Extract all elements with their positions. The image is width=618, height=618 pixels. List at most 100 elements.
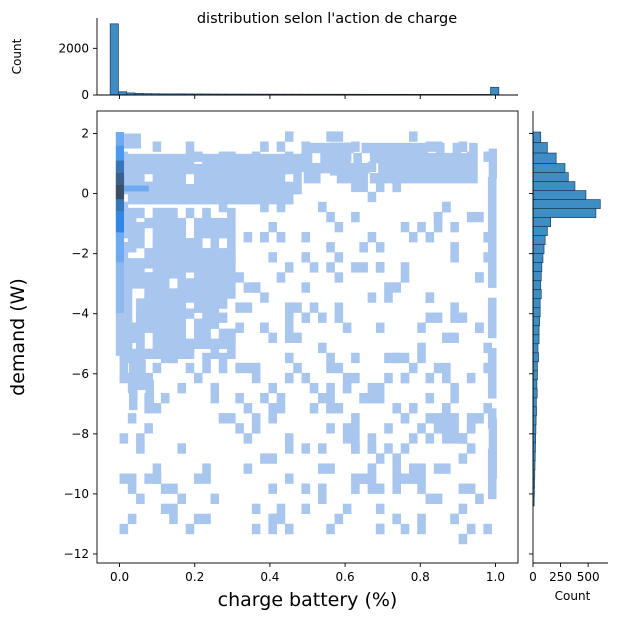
heatmap-cell (235, 393, 244, 404)
heatmap-cell (119, 352, 129, 364)
heatmap-cell (359, 181, 368, 193)
heatmap-cell (425, 393, 435, 404)
heatmap-cell (460, 152, 470, 164)
heatmap-cell (210, 258, 220, 269)
heatmap-cell (127, 258, 137, 269)
heatmap-cell (458, 483, 468, 494)
heatmap-cell (227, 332, 236, 344)
heatmap-cell (475, 272, 484, 283)
heatmap-cell (268, 221, 277, 233)
heatmap-cell (334, 403, 344, 414)
heatmap-cell (466, 161, 476, 172)
right-histogram-bar (532, 298, 541, 309)
heatmap-cell (218, 163, 228, 175)
heatmap-cell (458, 312, 468, 323)
heatmap-cell (144, 191, 153, 203)
heatmap-cell (284, 312, 294, 323)
heatmap-cell (127, 242, 137, 253)
heatmap-cell (384, 443, 393, 454)
heatmap-cell (353, 162, 362, 174)
heatmap-cell (268, 513, 277, 525)
heatmap-cell (320, 152, 329, 164)
y-tick-label: −8 (71, 427, 89, 441)
heatmap-cell (309, 382, 319, 394)
heatmap-cell (442, 201, 451, 213)
right-histogram-bar (532, 253, 544, 264)
right-histogram-bar (532, 397, 537, 408)
heatmap-cell (160, 252, 170, 263)
heatmap-cell (160, 153, 170, 165)
heatmap-cell (351, 473, 360, 484)
heatmap-cell (218, 227, 228, 239)
heatmap-cell (218, 362, 228, 374)
heatmap-cell (487, 378, 497, 389)
heatmap-cell (160, 181, 170, 193)
heatmap-cell (425, 433, 435, 444)
heatmap-density-cell (115, 313, 125, 356)
heatmap-cell (442, 362, 451, 374)
heatmap-cell (400, 443, 410, 454)
heatmap-cell (342, 433, 352, 444)
y-tick-label: −12 (64, 547, 89, 561)
heatmap-cell (436, 152, 445, 164)
x-tick-label: 0.8 (411, 570, 430, 584)
heatmap-cell (326, 242, 335, 253)
heatmap-cell (235, 153, 244, 165)
heatmap-cell (160, 278, 170, 289)
heatmap-cell (136, 433, 145, 444)
heatmap-cell (334, 252, 344, 263)
right-histogram-bar (532, 379, 538, 390)
heatmap-cell (475, 493, 484, 504)
heatmap-cell (177, 258, 187, 269)
heatmap-cell (345, 173, 354, 184)
heatmap-cell (169, 248, 178, 259)
heatmap-cell (433, 312, 443, 323)
heatmap-cell (227, 163, 236, 175)
heatmap-cell (466, 443, 476, 454)
heatmap-cell (127, 382, 137, 394)
heatmap-cell (169, 153, 178, 165)
heatmap-cell (301, 252, 311, 263)
heatmap-cell (400, 352, 410, 364)
heatmap-cell (284, 302, 294, 313)
heatmap-cell (417, 463, 426, 474)
heatmap-cell (466, 211, 476, 223)
heatmap-cell (487, 408, 497, 419)
heatmap-cell (351, 211, 360, 223)
heatmap-cell (442, 372, 451, 384)
heatmap-cell (119, 362, 129, 374)
heatmap-cell (361, 162, 371, 174)
heatmap-cell (251, 362, 261, 374)
heatmap-cell (251, 503, 261, 515)
heatmap-cell (334, 272, 344, 283)
heatmap-cell (375, 242, 385, 253)
top-marginal-histogram: 0 2000 Count (10, 18, 518, 102)
heatmap-cell (487, 237, 497, 248)
heatmap-cell (260, 163, 269, 175)
heatmap-cell (177, 322, 187, 333)
heatmap-cell (301, 232, 311, 243)
heatmap-cell (400, 221, 410, 233)
heatmap-cell (359, 242, 368, 253)
right-histogram-bar (532, 325, 540, 336)
heatmap-cell (145, 379, 155, 391)
heatmap-cell (351, 443, 360, 454)
heatmap-cell (218, 217, 228, 229)
heatmap-cell (411, 173, 420, 184)
heatmap-cell (318, 463, 327, 474)
heatmap-cell (334, 302, 344, 313)
heatmap-cell (160, 503, 170, 515)
heatmap-cell (218, 151, 228, 162)
heatmap-cell (475, 211, 484, 223)
heatmap-cell (359, 262, 368, 273)
heatmap-cell (119, 433, 129, 444)
heatmap-cell (276, 393, 286, 404)
heatmap-cell (392, 282, 402, 293)
heatmap-cell (227, 338, 236, 350)
heatmap-cell (293, 173, 302, 185)
heatmap-axes: 0.0 0.2 0.4 0.6 0.8 1.0 2 0 −2 −4 −6 −8 −10 −12 (64, 110, 519, 584)
heatmap-cell (284, 181, 294, 193)
heatmap-cell (210, 318, 220, 329)
heatmap-cell (152, 153, 162, 165)
heatmap-cell (326, 362, 335, 374)
